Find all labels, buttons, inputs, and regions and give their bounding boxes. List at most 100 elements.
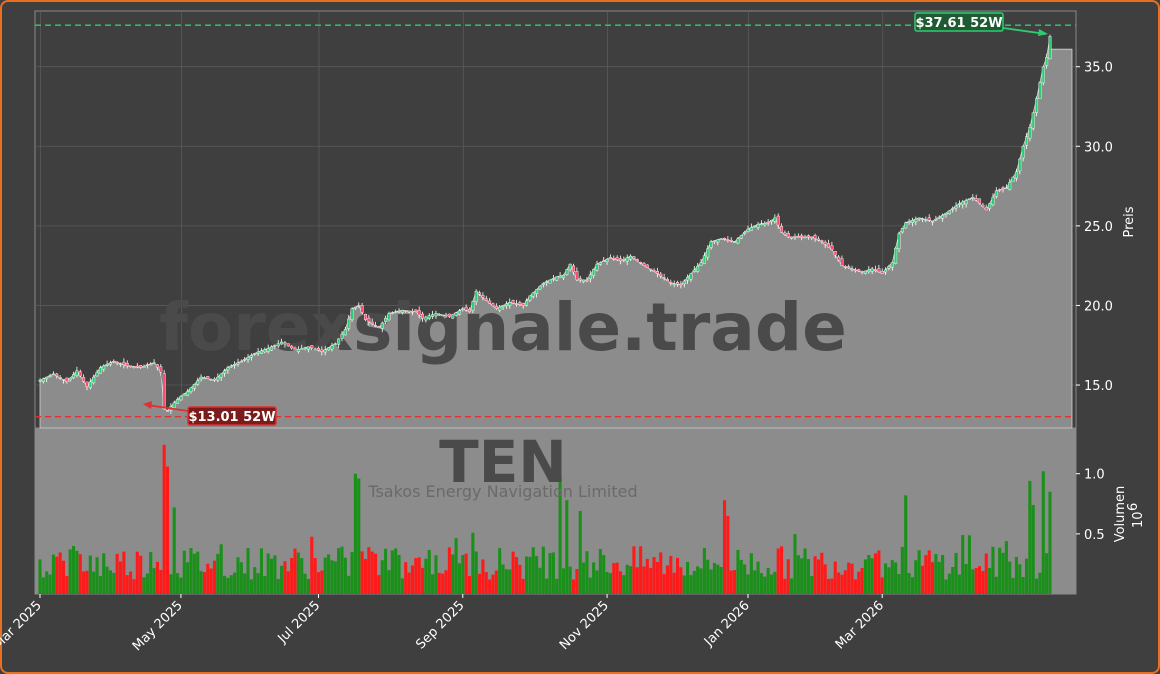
volume-bar	[340, 546, 344, 594]
candle-body	[310, 345, 314, 349]
volume-bar	[900, 546, 904, 594]
volume-bar	[598, 549, 602, 594]
candle-body	[1004, 187, 1008, 189]
volume-bar	[998, 547, 1002, 594]
candle-body	[273, 345, 277, 347]
volume-bar	[645, 558, 649, 594]
volume-bar	[964, 564, 968, 594]
volume-bar	[360, 551, 364, 594]
candle-body	[897, 233, 901, 250]
candle-body	[746, 228, 750, 232]
volume-bar	[719, 567, 723, 594]
volume-bar	[68, 549, 72, 594]
candle-body	[216, 376, 220, 381]
volume-bar	[759, 573, 763, 594]
volume-bar	[625, 564, 629, 594]
candle-body	[531, 292, 535, 297]
volume-bar	[122, 551, 126, 594]
volume-bar	[95, 557, 99, 594]
candle-body	[1025, 136, 1029, 146]
candle-body	[608, 257, 612, 259]
candle-body	[572, 265, 576, 273]
volume-bar	[642, 566, 646, 594]
volume-bar	[729, 570, 733, 594]
volume-bar	[105, 566, 109, 594]
candle-body	[823, 241, 827, 245]
volume-bar	[984, 553, 988, 594]
volume-bar	[246, 548, 250, 594]
volume-bar	[182, 550, 186, 594]
volume-bar	[206, 563, 210, 594]
candle-body	[350, 308, 354, 320]
candle-body	[407, 310, 411, 313]
volume-bar	[793, 534, 797, 594]
candle-body	[199, 376, 203, 380]
volume-bar	[374, 553, 378, 594]
volume-bar	[541, 546, 545, 594]
candle-body	[464, 306, 468, 311]
candle-body	[488, 300, 492, 304]
low-annotation: $13.01 52W	[143, 401, 277, 426]
candle-body	[612, 258, 616, 260]
volume-bar	[407, 572, 411, 594]
candle-body	[947, 210, 951, 214]
volume-bar	[320, 570, 324, 594]
volume-bar	[1001, 552, 1005, 594]
candle-body	[441, 314, 445, 317]
candle-body	[410, 311, 414, 313]
volume-bar	[145, 573, 149, 594]
candle-body	[38, 380, 42, 382]
x-tick-label: Jan 2026	[701, 598, 753, 650]
volume-bar	[934, 554, 938, 594]
candle-body	[414, 309, 418, 313]
candle-body	[434, 313, 438, 317]
candle-body	[95, 372, 99, 377]
volume-bar	[860, 567, 864, 594]
volume-bar	[816, 559, 821, 594]
volume-bar	[437, 572, 441, 594]
volume-bar	[692, 570, 696, 594]
candle-body	[390, 312, 394, 314]
volume-bar	[424, 558, 428, 594]
price-tick-label: 15.0	[1084, 379, 1113, 394]
volume-bar	[763, 576, 767, 594]
candle-body	[68, 377, 72, 381]
candle-body	[632, 256, 636, 259]
volume-bar	[196, 551, 200, 594]
volume-bar	[679, 567, 683, 594]
volume-bar	[689, 575, 693, 594]
candle-body	[981, 204, 985, 207]
candle-body	[122, 361, 126, 365]
volume-bar	[1035, 578, 1039, 594]
volume-bar	[404, 562, 408, 594]
candle-body	[880, 270, 884, 274]
candle-body	[682, 280, 686, 285]
candle-body	[400, 310, 404, 313]
volume-bar	[276, 579, 280, 594]
candle-body	[196, 380, 200, 385]
volume-bar	[743, 564, 747, 594]
volume-bar	[669, 555, 673, 594]
candle-body	[300, 348, 304, 350]
candle-body	[961, 201, 965, 205]
candle-body	[1028, 126, 1032, 139]
candle-body	[75, 370, 79, 376]
high-annotation-label: $37.61 52W	[915, 16, 1002, 31]
candle-body	[206, 376, 210, 379]
candle-body	[357, 305, 361, 307]
volume-bar	[857, 571, 861, 594]
candle-body	[102, 365, 106, 370]
volume-bar	[508, 569, 512, 594]
price-tick-label: 20.0	[1084, 299, 1113, 314]
volume-bar	[850, 563, 854, 594]
volume-bar	[72, 545, 76, 594]
candle-body	[954, 205, 958, 209]
volume-bar	[498, 548, 502, 594]
volume-bar	[410, 565, 415, 594]
candle-body	[622, 259, 626, 261]
volume-bar	[179, 577, 183, 594]
candle-body	[917, 217, 921, 220]
candle-body	[561, 275, 565, 279]
candle-body	[618, 258, 622, 262]
volume-bar	[1024, 558, 1029, 594]
